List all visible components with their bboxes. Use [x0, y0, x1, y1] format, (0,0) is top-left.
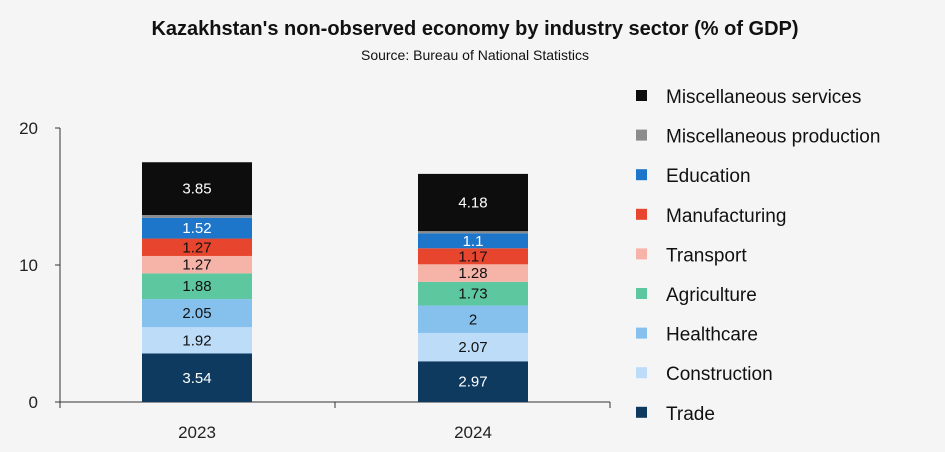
data-label: 1.52 [182, 220, 211, 237]
data-label: 3.54 [182, 370, 211, 387]
data-label: 1.27 [182, 257, 211, 274]
bar-segment [418, 361, 528, 402]
legend: Miscellaneous services Miscellaneous prod… [636, 87, 880, 425]
legend-label: Agriculture [666, 285, 757, 306]
bar-segment [418, 173, 528, 232]
legend-label: Construction [666, 364, 773, 385]
legend-swatch [636, 288, 647, 299]
legend-label: Transport [666, 245, 747, 266]
legend-swatch [636, 90, 647, 101]
plot-area: 0 10 20 2023 2024 3.54 1.92 2.05 1.88 1.271.27 1.5… [19, 119, 611, 442]
bar-segment [142, 214, 252, 218]
legend-swatch [636, 367, 647, 379]
legend-swatch [636, 327, 647, 339]
y-tick-label: 0 [29, 393, 38, 412]
bar-segment [142, 217, 252, 239]
data-label: 2.05 [182, 305, 211, 322]
bar-segment [418, 264, 528, 282]
data-label: 2.97 [458, 374, 487, 391]
legend-label: Education [666, 166, 751, 187]
chart-subtitle: Source: Bureau of National Statistics [361, 47, 589, 63]
bar-segment [418, 281, 528, 306]
x-tick-label: 2024 [454, 423, 492, 442]
data-label: 1.73 [458, 286, 487, 303]
bar-segment [418, 233, 528, 249]
legend-swatch [636, 208, 647, 220]
legend-swatch [636, 169, 647, 181]
bar-segment [142, 162, 252, 215]
data-label: 1.27 [182, 239, 211, 256]
data-label: 1.28 [458, 265, 487, 282]
x-tick-label: 2023 [178, 423, 216, 442]
bar-segment [142, 353, 252, 402]
legend-label: Miscellaneous production [666, 127, 880, 148]
legend-label: Manufacturing [666, 206, 786, 227]
bar-segment [142, 273, 252, 300]
bar-segment [142, 299, 252, 328]
data-label: 2 [469, 311, 477, 328]
bar-segment [418, 332, 528, 362]
data-label: 1.88 [182, 278, 211, 295]
data-label: 1.92 [182, 332, 211, 349]
legend-swatch [636, 129, 647, 141]
bar-segment [418, 231, 528, 234]
y-tick-label: 10 [19, 256, 38, 275]
chart-title: Kazakhstan's non-observed economy by ind… [151, 18, 798, 40]
data-label: 1.1 [463, 233, 484, 250]
legend-label: Healthcare [666, 325, 758, 346]
data-label: 3.85 [182, 181, 211, 198]
legend-swatch [636, 248, 647, 260]
bar-segment [142, 255, 252, 274]
legend-label: Trade [666, 404, 715, 425]
legend-label: Miscellaneous services [666, 87, 861, 108]
data-label: 2.07 [458, 339, 487, 356]
bar-segment [142, 327, 252, 354]
legend-swatch [636, 406, 647, 418]
bar-segment [418, 305, 528, 333]
data-label: 1.17 [458, 248, 487, 265]
bar-segment [142, 238, 252, 256]
data-label: 4.18 [458, 195, 487, 212]
bar-segment [418, 248, 528, 265]
y-tick-label: 20 [19, 119, 38, 138]
